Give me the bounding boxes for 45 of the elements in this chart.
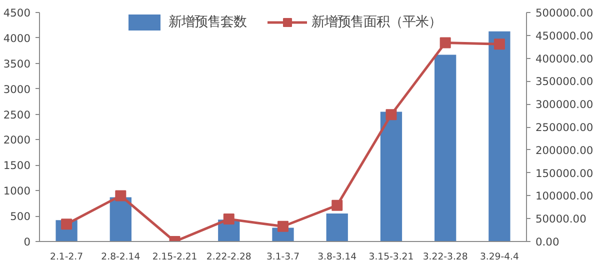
x-tick-label: 2.15-2.21 [152,252,198,262]
y-tick-label: 4000 [3,32,31,45]
point [440,37,451,48]
y2-tick-label: 500000.00 [536,6,594,20]
legend-label: 新增预售套数 [168,14,246,31]
y2-tick-label: 200000.00 [536,144,594,157]
point [278,220,288,232]
point [386,109,397,120]
bar [110,197,132,242]
y-tick-label: 3000 [3,82,31,96]
y2-tick-label: 450000.00 [536,29,594,42]
y-tick-label: 2500 [3,108,31,122]
y2-tick-label: 350000.00 [536,75,594,88]
bar [434,54,456,242]
y-tick-label: 0 [24,236,31,248]
y2-tick-label: 250000.00 [536,121,594,134]
y-tick-label: 500 [10,210,31,224]
point [332,200,343,211]
y2-tick-label: 100000.00 [536,190,594,203]
point [115,190,126,202]
x-tick-label: 3.1-3.7 [266,252,300,262]
y-tick-label: 1000 [3,184,31,198]
y2-tick-label: 0.00 [536,236,560,248]
x-tick-label: 3.8-3.14 [318,252,357,262]
bar [488,31,510,242]
bar [380,112,402,242]
x-tick-label: 3.15-3.21 [368,252,414,262]
y2-tick-label: 150000.00 [536,166,594,180]
y2-tick-label: 400000.00 [536,52,594,66]
point [223,214,234,225]
point [494,38,505,50]
y-tick-label: 2000 [3,134,31,147]
x-tick-label: 3.22-3.28 [422,252,468,262]
y-tick-label: 3500 [3,57,31,70]
point [61,218,72,230]
x-tick-label: 2.22-2.28 [206,252,252,262]
legend-label: 新增预售面积（平米） [312,14,442,31]
bar [326,214,348,242]
x-tick-label: 2.1-2.7 [50,252,84,262]
y-tick-label: 4500 [3,6,31,20]
x-tick-label: 2.8-2.14 [101,252,140,262]
x-tick-label: 3.29-4.4 [480,252,519,262]
y-tick-label: 1500 [3,159,31,172]
y2-tick-label: 50000.00 [536,212,587,226]
y2-tick-label: 300000.00 [536,98,594,112]
